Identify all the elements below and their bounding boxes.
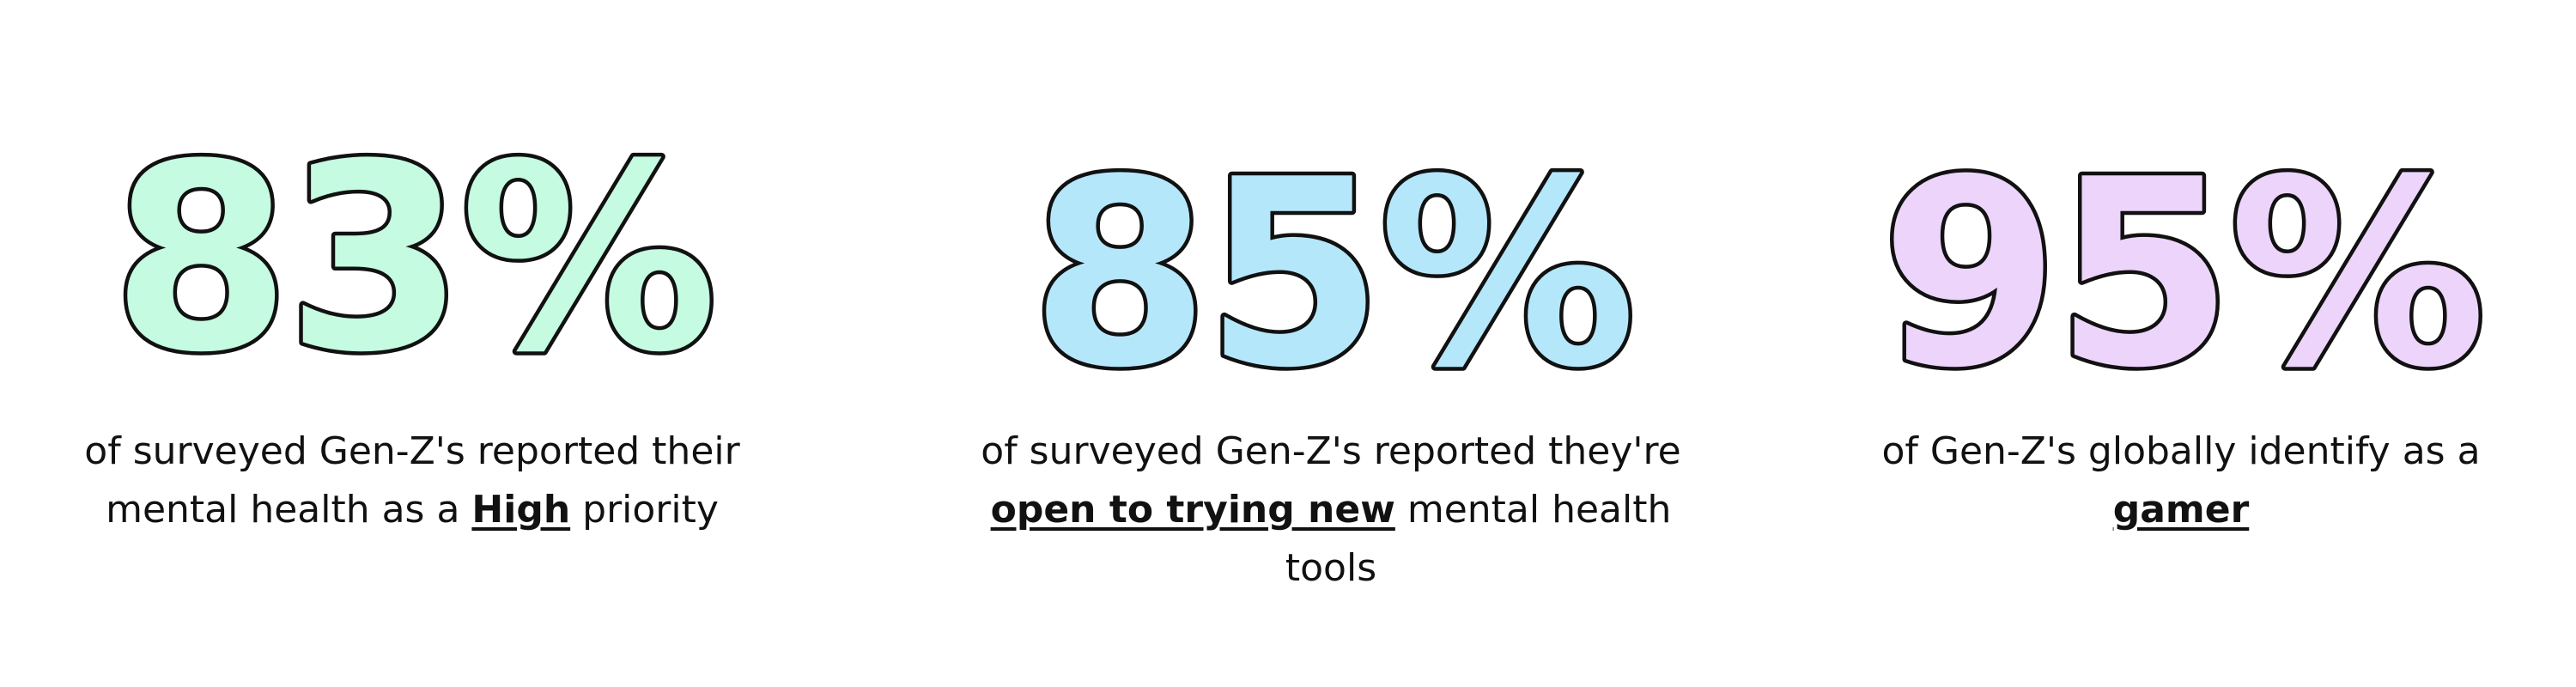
stat-caption: of surveyed Gen-Z's reported they're ope… — [962, 423, 1700, 598]
stat-value-graphic: 85% — [1026, 121, 1641, 429]
stat-value: 85% — [1030, 125, 1632, 424]
caption-text: of surveyed Gen-Z's reported they're — [981, 429, 1693, 473]
stat-card-open-to-new-tools: 85% of surveyed Gen-Z's reported they're… — [962, 0, 1700, 687]
caption-emphasis: open to trying new — [990, 488, 1395, 532]
caption-text: of surveyed Gen-Z's reported their menta… — [84, 429, 752, 532]
stat-value-graphic: 83% — [107, 106, 722, 413]
stat-card-gamer-identity: 95% of Gen-Z's globally identify as a ga… — [1812, 0, 2550, 687]
stat-value-graphic: 95% — [1876, 121, 2491, 429]
stat-caption: of surveyed Gen-Z's reported their menta… — [43, 423, 781, 539]
caption-emphasis: gamer — [2112, 488, 2250, 532]
stat-card-mental-health-priority: 83% of surveyed Gen-Z's reported their m… — [43, 0, 781, 687]
stat-value: 83% — [112, 109, 714, 409]
caption-text-end: mental health tools — [1285, 488, 1684, 590]
stat-value: 95% — [1880, 125, 2482, 424]
caption-text-end: priority — [570, 488, 719, 532]
stat-caption: of Gen-Z's globally identify as a gamer — [1812, 423, 2550, 539]
caption-emphasis: High — [471, 488, 571, 532]
caption-text: of Gen-Z's globally identify as a — [1881, 429, 2493, 473]
